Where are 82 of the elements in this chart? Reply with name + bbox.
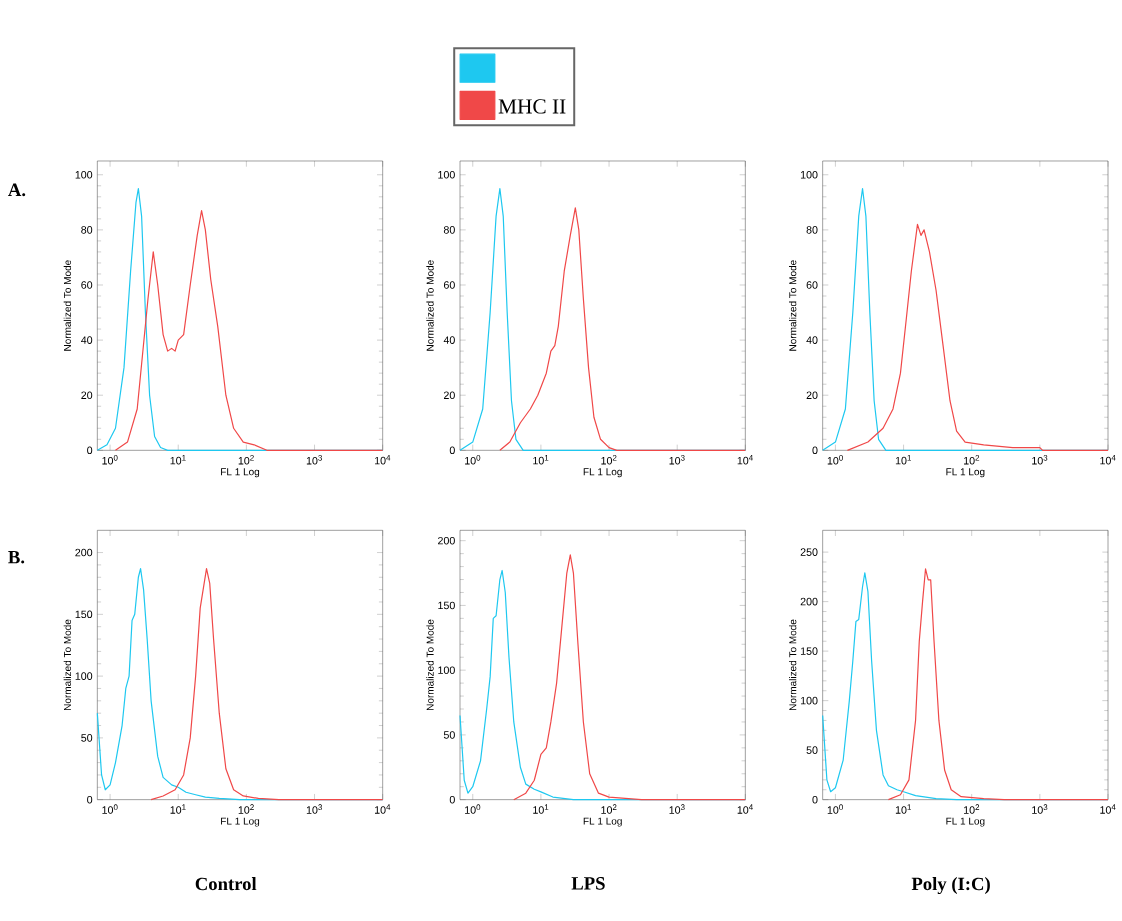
x-tick-label: 10$^{0}$ bbox=[102, 455, 118, 465]
x-axis-title: FL 1 Log bbox=[583, 468, 622, 478]
x-tick-label: 10$^{4}$ bbox=[737, 455, 753, 465]
text: B. bbox=[8, 551, 25, 564]
x-tick-label: 10$^{3}$ bbox=[1032, 455, 1048, 465]
y-tick-label: 20 bbox=[81, 391, 93, 399]
y-axis-title: Normalized To Mode bbox=[426, 619, 434, 711]
x-tick-label: 10$^{4}$ bbox=[375, 804, 391, 814]
legend-label: MHC II bbox=[498, 99, 566, 114]
y-tick-label: 100 bbox=[438, 666, 455, 674]
x-tick-label: 10$^{2}$ bbox=[238, 455, 254, 465]
y-tick-label: 60 bbox=[443, 281, 455, 289]
x-tick-label: 10$^{4}$ bbox=[737, 804, 753, 814]
x-tick-label: 10$^{2}$ bbox=[601, 455, 617, 465]
y-tick-label: 100 bbox=[800, 171, 818, 179]
y-tick-label: 20 bbox=[806, 391, 818, 399]
x-tick-label: 10$^{2}$ bbox=[964, 804, 980, 814]
y-tick-label: 0 bbox=[449, 795, 455, 804]
y-tick-label: 200 bbox=[800, 597, 818, 606]
x-tick-label: 10$^{1}$ bbox=[170, 455, 186, 465]
x-tick-label: 10$^{1}$ bbox=[170, 804, 186, 814]
y-tick-label: 100 bbox=[75, 171, 93, 179]
y-axis-title: Normalized To Mode bbox=[63, 619, 72, 711]
y-axis-title: Normalized To Mode bbox=[789, 619, 797, 711]
x-tick-label: 10$^{0}$ bbox=[465, 455, 481, 465]
y-axis-title: Normalized To Mode bbox=[63, 260, 72, 351]
text: Control bbox=[195, 877, 257, 891]
x-tick-label: 10$^{4}$ bbox=[375, 455, 391, 465]
y-tick-label: 0 bbox=[449, 446, 455, 455]
x-tick-label: 10$^{3}$ bbox=[306, 804, 322, 814]
y-tick-label: 150 bbox=[800, 647, 818, 655]
x-tick-label: 10$^{0}$ bbox=[827, 804, 843, 814]
text: A. bbox=[8, 183, 26, 197]
y-tick-label: 50 bbox=[806, 746, 818, 754]
y-tick-label: 200 bbox=[75, 548, 93, 557]
y-tick-label: 80 bbox=[81, 226, 93, 234]
y-tick-label: 80 bbox=[443, 226, 455, 234]
x-tick-label: 10$^{1}$ bbox=[533, 455, 549, 465]
y-tick-label: 40 bbox=[443, 336, 455, 344]
y-tick-label: 60 bbox=[81, 281, 93, 289]
x-axis-title: FL 1 Log bbox=[221, 817, 260, 827]
y-tick-label: 0 bbox=[87, 446, 93, 455]
y-tick-label: 100 bbox=[75, 672, 93, 680]
y-tick-label: 0 bbox=[812, 795, 818, 804]
x-tick-label: 10$^{1}$ bbox=[895, 804, 911, 814]
x-tick-label: 10$^{2}$ bbox=[964, 455, 980, 465]
y-tick-label: 80 bbox=[806, 226, 818, 234]
x-tick-label: 10$^{1}$ bbox=[533, 804, 549, 814]
text: LPS bbox=[571, 877, 605, 890]
x-tick-label: 10$^{3}$ bbox=[306, 455, 322, 465]
y-axis-title: Normalized To Mode bbox=[426, 260, 434, 351]
y-tick-label: 60 bbox=[806, 281, 818, 289]
x-tick-label: 10$^{2}$ bbox=[238, 804, 254, 814]
x-tick-label: 10$^{4}$ bbox=[1100, 455, 1116, 465]
y-tick-label: 150 bbox=[438, 601, 455, 610]
y-tick-label: 0 bbox=[812, 446, 818, 455]
x-tick-label: 10$^{0}$ bbox=[465, 804, 481, 814]
y-tick-label: 100 bbox=[800, 696, 818, 705]
y-tick-label: 20 bbox=[443, 391, 455, 399]
x-tick-label: 10$^{0}$ bbox=[102, 804, 118, 814]
x-axis-title: FL 1 Log bbox=[221, 468, 260, 478]
x-tick-label: 10$^{4}$ bbox=[1100, 804, 1116, 814]
y-tick-label: 200 bbox=[438, 536, 455, 545]
x-axis-title: FL 1 Log bbox=[583, 817, 622, 827]
x-tick-label: 10$^{3}$ bbox=[669, 455, 685, 465]
text: Poly (I:C) bbox=[911, 877, 990, 895]
y-tick-label: 0 bbox=[87, 795, 93, 804]
y-tick-label: 40 bbox=[806, 336, 818, 344]
x-axis-title: FL 1 Log bbox=[946, 817, 985, 827]
x-tick-label: 10$^{0}$ bbox=[827, 455, 843, 465]
x-tick-label: 10$^{2}$ bbox=[601, 804, 617, 814]
y-tick-label: 100 bbox=[438, 171, 455, 179]
y-axis-title: Normalized To Mode bbox=[789, 260, 797, 351]
x-tick-label: 10$^{3}$ bbox=[1032, 804, 1048, 814]
y-tick-label: 50 bbox=[443, 731, 455, 739]
y-tick-label: 50 bbox=[81, 734, 93, 742]
y-tick-label: 150 bbox=[75, 610, 93, 619]
y-tick-label: 40 bbox=[81, 336, 93, 344]
y-tick-label: 250 bbox=[800, 548, 818, 556]
x-axis-title: FL 1 Log bbox=[946, 468, 985, 478]
x-tick-label: 10$^{1}$ bbox=[895, 455, 911, 465]
x-tick-label: 10$^{3}$ bbox=[669, 804, 685, 814]
